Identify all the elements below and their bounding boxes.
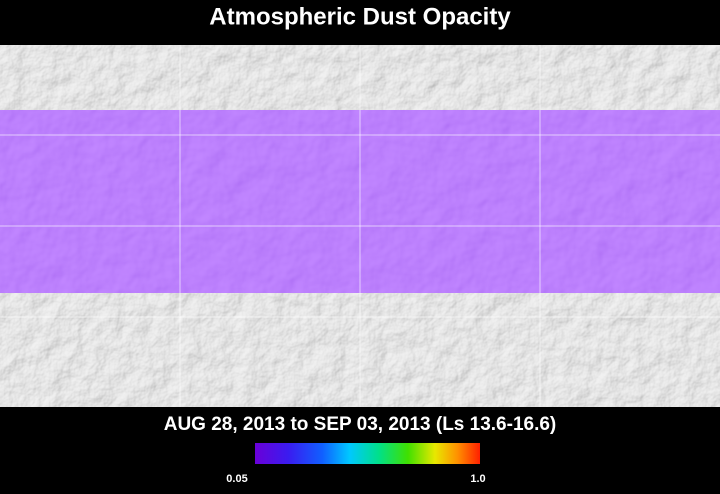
graticule [0,45,720,407]
map [0,45,720,407]
colorbar-max-label: 1.0 [470,473,485,485]
date-range: AUG 28, 2013 to SEP 03, 2013 (Ls 13.6-16… [164,414,557,435]
title: Atmospheric Dust Opacity [209,3,511,30]
colorbar [255,443,480,464]
colorbar-min-label: 0.05 [226,473,247,485]
